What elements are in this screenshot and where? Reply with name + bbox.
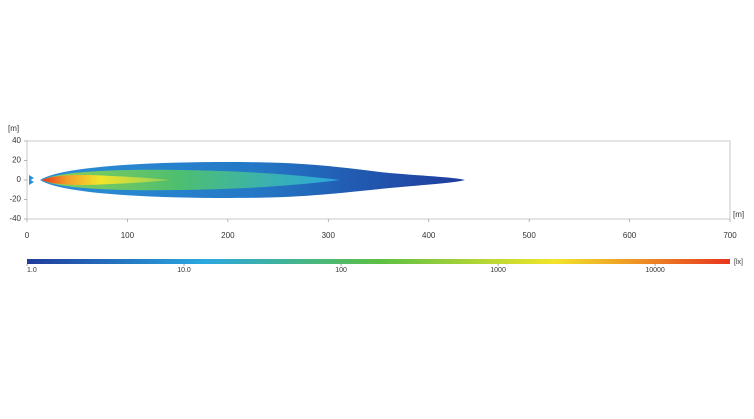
colorbar-unit: [lx] (734, 259, 743, 266)
x-tick-label: 700 (723, 231, 737, 240)
y-tick-label: -20 (9, 195, 21, 204)
x-tick-label: 600 (623, 231, 637, 240)
colorbar-tick-label: 100 (335, 267, 347, 274)
y-unit: [m] (8, 124, 19, 133)
y-tick-label: -40 (9, 214, 21, 223)
lamp-icon (29, 175, 34, 185)
x-tick-label: 300 (322, 231, 336, 240)
colorbar-tick-label: 10000 (645, 267, 665, 274)
x-unit: [m] (733, 210, 744, 219)
colorbar: [lx] 1.0 10.0 100 1000 10000 (26, 259, 743, 274)
y-tick-label: 0 (17, 175, 22, 184)
y-tick-label: 20 (12, 156, 21, 165)
colorbar-tick-label: 1.0 (27, 267, 37, 274)
isoline-high (42, 175, 170, 185)
y-tick-label: 40 (12, 136, 21, 145)
x-tick-label: 0 (25, 231, 30, 240)
x-tick-label: 100 (121, 231, 135, 240)
x-tick-label: 200 (221, 231, 235, 240)
x-tick-label: 400 (422, 231, 436, 240)
x-tick-label: 500 (522, 231, 536, 240)
isoline-mid (42, 169, 340, 191)
colorbar-tick-label: 10.0 (177, 267, 191, 274)
colorbar-tick-label: 1000 (490, 267, 506, 274)
beam (29, 162, 465, 198)
colorbar-scale (27, 259, 730, 264)
